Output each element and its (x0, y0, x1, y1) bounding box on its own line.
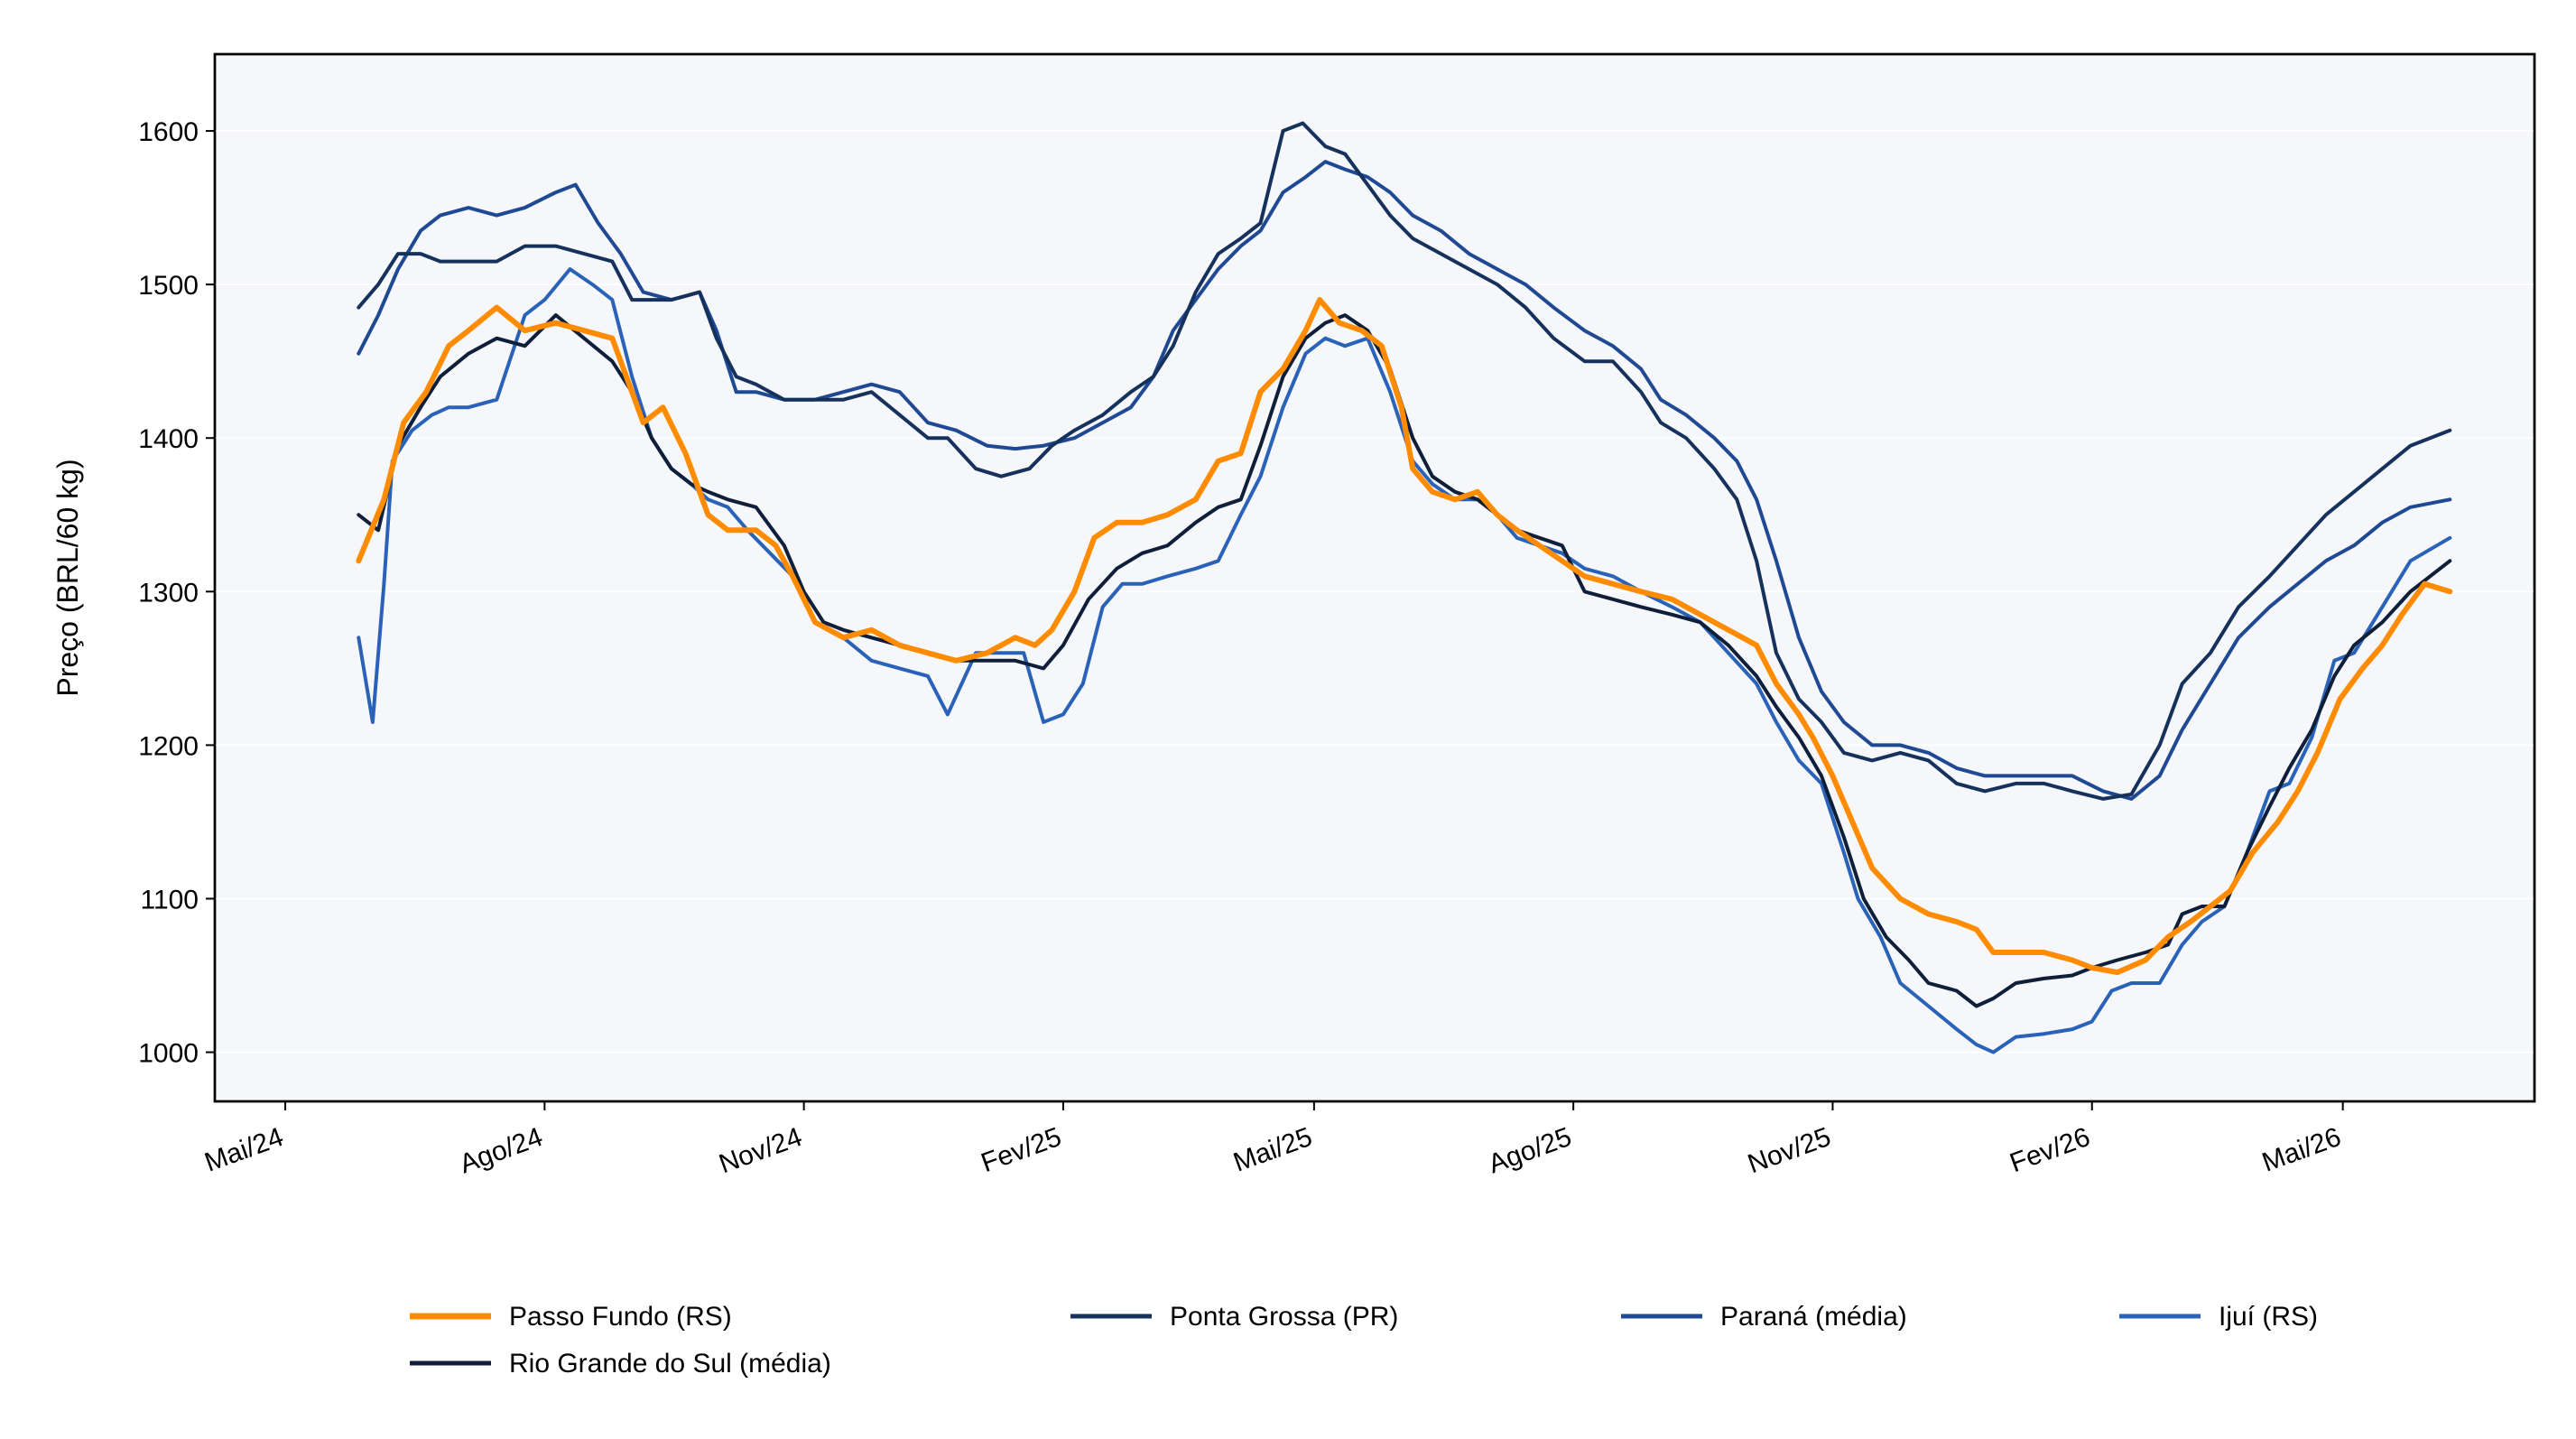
y-tick-label: 1500 (138, 271, 199, 301)
x-tick-label: Ago/24 (456, 1122, 547, 1180)
y-tick-label: 1300 (138, 578, 199, 608)
y-axis: 1000 1100 1200 1300 1400 1500 1600 (138, 117, 215, 1069)
legend-label: Ponta Grossa (PR) (1170, 1302, 1398, 1332)
y-tick-label: 1600 (138, 117, 199, 147)
x-tick-label: Fev/25 (978, 1122, 1065, 1178)
y-tick-label: 1000 (138, 1039, 199, 1069)
y-tick-label: 1400 (138, 424, 199, 454)
plot-frame (213, 52, 2536, 1103)
series-line-rio-grande-do-sul-m-dia (357, 313, 2452, 1008)
x-tick-label: Nov/24 (715, 1122, 806, 1180)
series-line-passo-fundo-rs (356, 297, 2453, 976)
x-tick-label: Mai/26 (2258, 1122, 2345, 1178)
legend-label: Ijuí (RS) (2219, 1302, 2318, 1332)
x-tick-label: Nov/25 (1744, 1122, 1835, 1180)
y-tick-label: 1100 (140, 885, 199, 914)
grid-lines (215, 130, 2534, 1054)
legend-label: Rio Grande do Sul (média) (509, 1349, 831, 1379)
y-axis-label: Preço (BRL/60 kg) (51, 459, 84, 696)
y-tick-label: 1200 (138, 731, 199, 761)
series-lines (356, 121, 2453, 1054)
x-tick-label: Mai/24 (200, 1122, 287, 1178)
x-tick-label: Fev/26 (2006, 1122, 2094, 1178)
x-tick-label: Ago/25 (1485, 1122, 1576, 1180)
legend-label: Passo Fundo (RS) (509, 1302, 732, 1332)
series-line-ponta-grossa-pr (357, 121, 2452, 801)
legend-label: Paraná (média) (1720, 1302, 1907, 1332)
x-axis: Mai/24 Ago/24 Nov/24 Fev/25 Mai/25 Ago/25 Nov/… (200, 1101, 2345, 1180)
legend: Passo Fundo (RS) Ponta Grossa (PR) Paraná … (410, 1302, 2318, 1379)
x-tick-label: Mai/25 (1229, 1122, 1316, 1178)
plot-area (213, 52, 2536, 1103)
